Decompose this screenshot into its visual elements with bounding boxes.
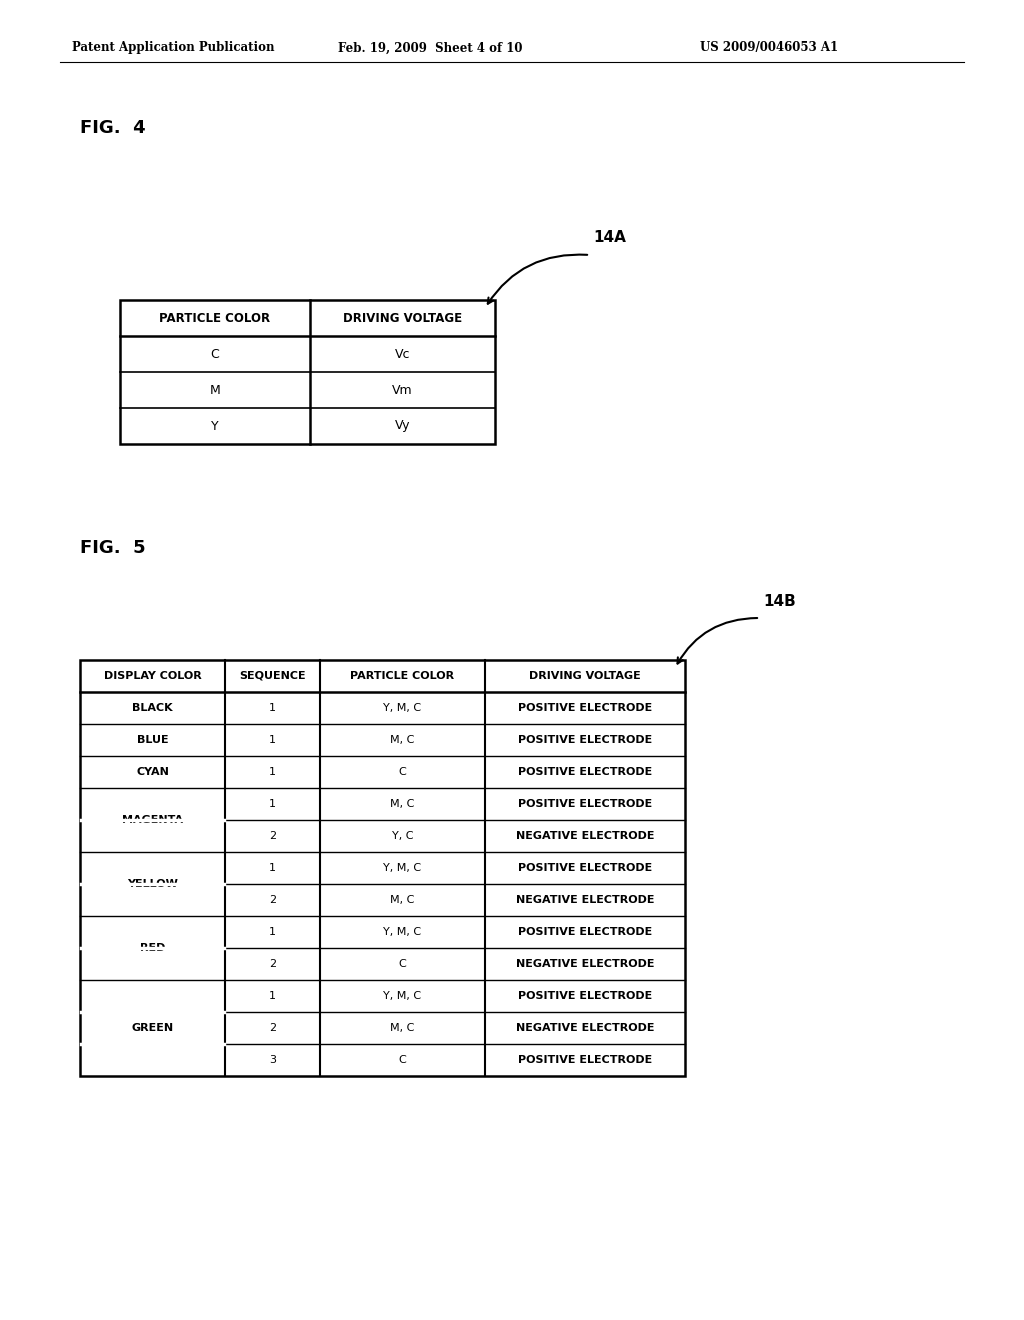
Text: NEGATIVE ELECTRODE: NEGATIVE ELECTRODE xyxy=(516,895,654,906)
Text: M, C: M, C xyxy=(390,1023,415,1034)
Text: Vc: Vc xyxy=(394,347,411,360)
Text: 1: 1 xyxy=(269,991,276,1001)
Text: BLACK: BLACK xyxy=(132,704,173,713)
Text: 1: 1 xyxy=(269,799,276,809)
Text: POSITIVE ELECTRODE: POSITIVE ELECTRODE xyxy=(518,863,652,873)
Text: FIG.  4: FIG. 4 xyxy=(80,119,145,137)
Text: 2: 2 xyxy=(269,895,276,906)
Text: 1: 1 xyxy=(269,863,276,873)
Text: RED: RED xyxy=(140,942,165,953)
Text: FIG.  5: FIG. 5 xyxy=(80,539,145,557)
Text: Y, M, C: Y, M, C xyxy=(383,704,422,713)
Text: SEQUENCE: SEQUENCE xyxy=(240,671,306,681)
Text: M, C: M, C xyxy=(390,735,415,744)
Text: Y: Y xyxy=(211,420,219,433)
Text: POSITIVE ELECTRODE: POSITIVE ELECTRODE xyxy=(518,767,652,777)
Text: DRIVING VOLTAGE: DRIVING VOLTAGE xyxy=(529,671,641,681)
Text: 14A: 14A xyxy=(593,230,626,244)
Bar xyxy=(120,300,495,444)
Text: Patent Application Publication: Patent Application Publication xyxy=(72,41,274,54)
Text: Y, M, C: Y, M, C xyxy=(383,863,422,873)
Text: US 2009/0046053 A1: US 2009/0046053 A1 xyxy=(700,41,838,54)
Bar xyxy=(80,660,685,1076)
Text: PARTICLE COLOR: PARTICLE COLOR xyxy=(160,312,270,325)
Text: POSITIVE ELECTRODE: POSITIVE ELECTRODE xyxy=(518,735,652,744)
Text: 2: 2 xyxy=(269,832,276,841)
Text: MAGENTA: MAGENTA xyxy=(122,814,183,825)
Text: Vy: Vy xyxy=(394,420,411,433)
Text: Vm: Vm xyxy=(392,384,413,396)
Text: C: C xyxy=(398,1055,407,1065)
Text: 1: 1 xyxy=(269,704,276,713)
Text: POSITIVE ELECTRODE: POSITIVE ELECTRODE xyxy=(518,799,652,809)
Text: POSITIVE ELECTRODE: POSITIVE ELECTRODE xyxy=(518,704,652,713)
Text: C: C xyxy=(398,767,407,777)
Text: M: M xyxy=(210,384,220,396)
Text: C: C xyxy=(211,347,219,360)
Text: 2: 2 xyxy=(269,1023,276,1034)
Text: M, C: M, C xyxy=(390,799,415,809)
Text: NEGATIVE ELECTRODE: NEGATIVE ELECTRODE xyxy=(516,832,654,841)
Text: Y, C: Y, C xyxy=(392,832,414,841)
Text: 1: 1 xyxy=(269,927,276,937)
Text: Y, M, C: Y, M, C xyxy=(383,991,422,1001)
Text: Y, M, C: Y, M, C xyxy=(383,927,422,937)
Text: 14B: 14B xyxy=(763,594,796,610)
Text: 3: 3 xyxy=(269,1055,276,1065)
Text: 1: 1 xyxy=(269,735,276,744)
Text: POSITIVE ELECTRODE: POSITIVE ELECTRODE xyxy=(518,927,652,937)
Text: C: C xyxy=(398,960,407,969)
Text: Feb. 19, 2009  Sheet 4 of 10: Feb. 19, 2009 Sheet 4 of 10 xyxy=(338,41,522,54)
Text: DRIVING VOLTAGE: DRIVING VOLTAGE xyxy=(343,312,462,325)
Text: POSITIVE ELECTRODE: POSITIVE ELECTRODE xyxy=(518,991,652,1001)
Text: YELLOW: YELLOW xyxy=(127,879,178,888)
Text: PARTICLE COLOR: PARTICLE COLOR xyxy=(350,671,455,681)
Text: 1: 1 xyxy=(269,767,276,777)
Text: GREEN: GREEN xyxy=(131,1023,173,1034)
Text: POSITIVE ELECTRODE: POSITIVE ELECTRODE xyxy=(518,1055,652,1065)
Text: M, C: M, C xyxy=(390,895,415,906)
Text: NEGATIVE ELECTRODE: NEGATIVE ELECTRODE xyxy=(516,960,654,969)
Text: BLUE: BLUE xyxy=(136,735,168,744)
Text: 2: 2 xyxy=(269,960,276,969)
Text: CYAN: CYAN xyxy=(136,767,169,777)
Text: DISPLAY COLOR: DISPLAY COLOR xyxy=(103,671,202,681)
Text: NEGATIVE ELECTRODE: NEGATIVE ELECTRODE xyxy=(516,1023,654,1034)
